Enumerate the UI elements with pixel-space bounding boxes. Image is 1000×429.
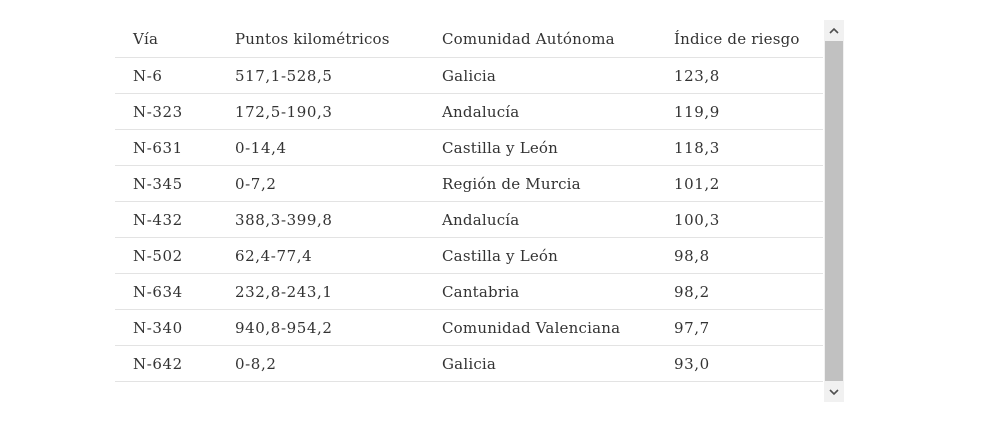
cell-puntos: 0-8,2 — [217, 345, 424, 382]
cell-via: N-323 — [115, 93, 217, 130]
cell-comunidad: Comunidad Valenciana — [424, 309, 656, 346]
cell-via: N-340 — [115, 309, 217, 346]
cell-puntos: 0-7,2 — [217, 165, 424, 202]
cell-indice: 123,8 — [656, 57, 823, 94]
table-row: N-6 517,1-528,5 Galicia 123,8 — [115, 57, 823, 94]
cell-indice: 98,8 — [656, 237, 823, 274]
cell-puntos: 62,4-77,4 — [217, 237, 424, 274]
header-indice-de-riesgo: Índice de riesgo — [656, 20, 823, 58]
cell-comunidad: Andalucía — [424, 201, 656, 238]
cell-comunidad: Andalucía — [424, 93, 656, 130]
cell-indice: 100,3 — [656, 201, 823, 238]
risk-table: Vía Puntos kilométricos Comunidad Autóno… — [115, 20, 823, 382]
vertical-scrollbar[interactable] — [824, 20, 844, 402]
cell-via: N-631 — [115, 129, 217, 166]
cell-puntos: 940,8-954,2 — [217, 309, 424, 346]
table-header-row: Vía Puntos kilométricos Comunidad Autóno… — [115, 20, 823, 58]
header-puntos-kilometricos: Puntos kilométricos — [217, 20, 424, 58]
cell-puntos: 517,1-528,5 — [217, 57, 424, 94]
cell-puntos: 388,3-399,8 — [217, 201, 424, 238]
cell-comunidad: Castilla y León — [424, 237, 656, 274]
table-row: N-345 0-7,2 Región de Murcia 101,2 — [115, 165, 823, 202]
chevron-down-icon — [829, 388, 839, 396]
cell-indice: 97,7 — [656, 309, 823, 346]
cell-via: N-634 — [115, 273, 217, 310]
cell-indice: 93,0 — [656, 345, 823, 382]
risk-table-container: Vía Puntos kilométricos Comunidad Autóno… — [115, 20, 844, 402]
cell-via: N-502 — [115, 237, 217, 274]
cell-comunidad: Región de Murcia — [424, 165, 656, 202]
cell-indice: 101,2 — [656, 165, 823, 202]
table-row: N-631 0-14,4 Castilla y León 118,3 — [115, 129, 823, 166]
table-scroll-area[interactable]: Vía Puntos kilométricos Comunidad Autóno… — [115, 20, 823, 402]
cell-via: N-642 — [115, 345, 217, 382]
chevron-up-icon — [829, 27, 839, 34]
cell-via: N-345 — [115, 165, 217, 202]
scrollbar-thumb[interactable] — [825, 41, 843, 381]
cell-puntos: 0-14,4 — [217, 129, 424, 166]
table-row: N-502 62,4-77,4 Castilla y León 98,8 — [115, 237, 823, 274]
cell-indice: 118,3 — [656, 129, 823, 166]
cell-indice: 98,2 — [656, 273, 823, 310]
table-row: N-642 0-8,2 Galicia 93,0 — [115, 345, 823, 382]
cell-comunidad: Cantabria — [424, 273, 656, 310]
scroll-up-button[interactable] — [824, 20, 844, 40]
cell-via: N-432 — [115, 201, 217, 238]
cell-indice: 119,9 — [656, 93, 823, 130]
scroll-down-button[interactable] — [824, 382, 844, 402]
table-row: N-432 388,3-399,8 Andalucía 100,3 — [115, 201, 823, 238]
header-comunidad-autonoma: Comunidad Autónoma — [424, 20, 656, 58]
table-row: N-323 172,5-190,3 Andalucía 119,9 — [115, 93, 823, 130]
cell-puntos: 232,8-243,1 — [217, 273, 424, 310]
cell-comunidad: Galicia — [424, 345, 656, 382]
table-row: N-634 232,8-243,1 Cantabria 98,2 — [115, 273, 823, 310]
table-row: N-340 940,8-954,2 Comunidad Valenciana 9… — [115, 309, 823, 346]
cell-comunidad: Galicia — [424, 57, 656, 94]
cell-via: N-6 — [115, 57, 217, 94]
cell-puntos: 172,5-190,3 — [217, 93, 424, 130]
header-via: Vía — [115, 20, 217, 58]
cell-comunidad: Castilla y León — [424, 129, 656, 166]
